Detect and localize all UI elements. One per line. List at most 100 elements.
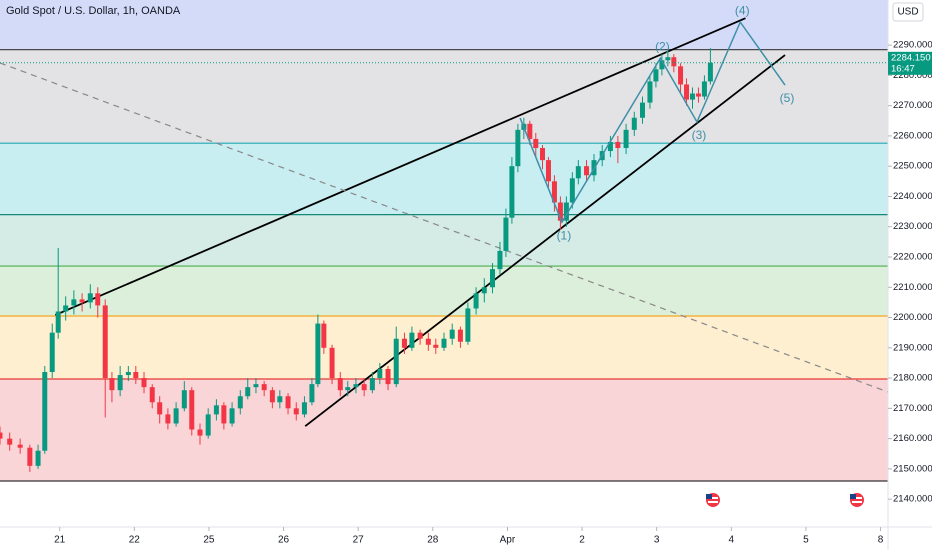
- candle-body: [647, 81, 653, 103]
- candle-body: [353, 384, 359, 388]
- wave-label: (2): [655, 39, 670, 53]
- candle-body: [481, 287, 487, 294]
- candle-body: [385, 368, 391, 385]
- candle-body: [165, 414, 171, 424]
- candle-body: [245, 387, 251, 397]
- candle-body: [678, 66, 684, 85]
- candle-body: [173, 408, 179, 424]
- plot-area: (1) (2) (3) (4) (5): [0, 0, 888, 482]
- wave-label: (5): [780, 91, 795, 105]
- chart-title: Gold Spot / U.S. Dollar, 1h, OANDA: [6, 5, 181, 17]
- candle-body: [631, 117, 637, 130]
- candle-body: [117, 375, 123, 391]
- candle-body: [584, 166, 590, 176]
- y-tick-label: 2210.000: [893, 282, 932, 293]
- candle-body: [197, 429, 203, 436]
- event-icon[interactable]: [850, 493, 864, 507]
- candle-body: [425, 338, 431, 345]
- candle-body: [345, 387, 351, 391]
- candle-body: [441, 338, 447, 348]
- candle-body: [671, 57, 677, 67]
- candle-body: [545, 160, 551, 182]
- candle-body: [615, 141, 621, 149]
- x-tick-label: 27: [353, 535, 365, 546]
- candle-body: [221, 405, 227, 424]
- y-tick-label: 2270.000: [893, 100, 932, 111]
- candle-body: [540, 148, 546, 161]
- candle-body: [141, 378, 147, 388]
- y-tick-label: 2290.000: [893, 40, 932, 51]
- candle-body: [689, 93, 695, 100]
- candle-body: [369, 378, 375, 391]
- last-price-box: [888, 51, 932, 75]
- candle-body: [79, 299, 85, 303]
- trendline: [0, 62, 888, 393]
- y-tick-label: 2260.000: [893, 130, 932, 141]
- y-tick-label: 2230.000: [893, 221, 932, 232]
- x-tick-label: 21: [54, 535, 66, 546]
- candle-body: [639, 102, 645, 118]
- candle-body: [695, 93, 701, 97]
- zone: [0, 0, 888, 50]
- currency[interactable]: USD: [897, 7, 918, 18]
- candle-body: [457, 329, 463, 342]
- candle-body: [409, 332, 415, 348]
- candle-body: [465, 308, 471, 342]
- candle-body: [623, 129, 629, 149]
- candle-body: [42, 372, 48, 451]
- candle-body: [49, 332, 55, 373]
- candle-body: [253, 384, 259, 388]
- candle-body: [575, 166, 581, 179]
- candle-body: [55, 311, 61, 333]
- candle-body: [684, 84, 690, 100]
- candle-body: [527, 123, 533, 139]
- zone: [0, 143, 888, 215]
- x-tick-label: 8: [878, 535, 884, 546]
- candle-body: [27, 447, 33, 466]
- event-icon[interactable]: [706, 493, 720, 507]
- x-tick-label: 5: [803, 535, 809, 546]
- candle-body: [329, 347, 335, 379]
- currency-box[interactable]: [892, 2, 924, 22]
- candle-body: [149, 387, 155, 403]
- candle-body: [213, 405, 219, 415]
- candle-body: [433, 344, 439, 348]
- y-tick-label: 2150.000: [893, 463, 932, 474]
- wave-path: [519, 20, 786, 224]
- candle-body: [95, 293, 101, 306]
- candle-body: [653, 69, 659, 82]
- candle-body: [285, 396, 291, 409]
- candle-body: [63, 305, 69, 312]
- candle-body: [0, 432, 3, 439]
- candle-body: [515, 129, 521, 167]
- x-tick-label: 2: [579, 535, 585, 546]
- candle-body: [125, 372, 131, 376]
- trendline: [54, 17, 746, 316]
- y-tick-label: 2140.000: [893, 494, 932, 505]
- candle-body: [490, 269, 496, 288]
- candle-body: [181, 390, 187, 409]
- x-tick-label: 28: [427, 535, 439, 546]
- candle-body: [401, 338, 407, 348]
- candle-body: [35, 450, 41, 466]
- candle-body: [7, 438, 13, 445]
- candle-body: [337, 378, 343, 391]
- countdown: 16:47: [891, 63, 915, 74]
- candle-body: [563, 202, 569, 221]
- candle-body: [707, 62, 713, 82]
- candle-body: [277, 396, 283, 403]
- x-tick-label: Apr: [500, 535, 516, 546]
- candle-body: [309, 384, 315, 403]
- candle-body: [237, 396, 243, 409]
- candle-body: [102, 305, 108, 379]
- candle-body: [109, 378, 115, 391]
- candle-body: [269, 390, 275, 403]
- candle-body: [607, 141, 613, 152]
- candle-body: [569, 178, 575, 203]
- candle-body: [533, 138, 539, 149]
- candle-body: [665, 57, 671, 61]
- zone: [0, 49, 888, 144]
- y-tick-label: 2220.000: [893, 252, 932, 263]
